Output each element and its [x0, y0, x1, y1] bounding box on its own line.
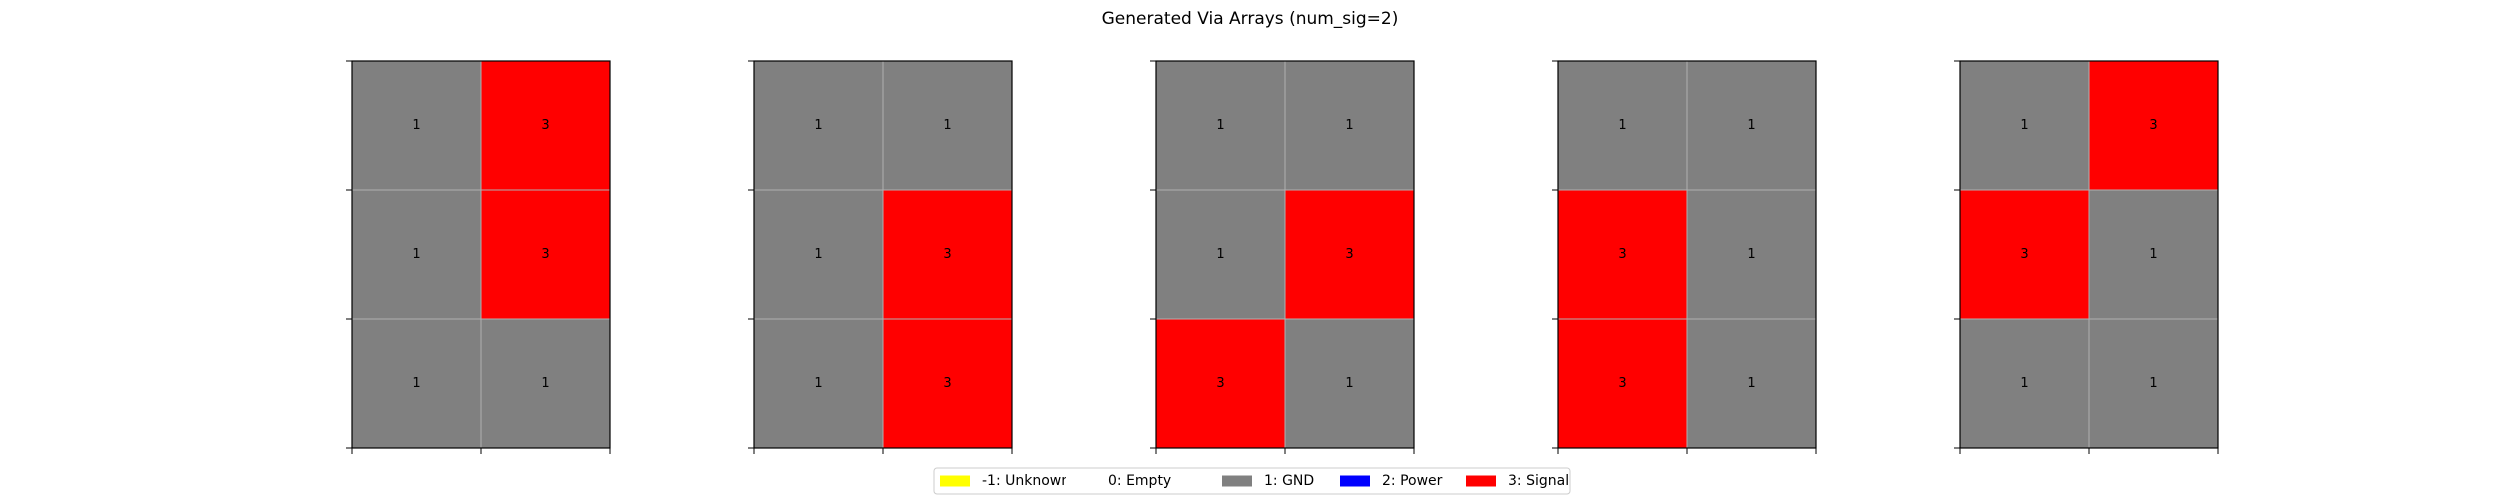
legend-label: 1: GND [1264, 473, 1314, 489]
via-array-panel-1: 1 3 1 3 1 1 [346, 60, 611, 454]
legend-entry-5: 3: Signal [1466, 473, 1569, 489]
cell-r1-c2 [1285, 61, 1414, 190]
cell-value-label: 1 [412, 247, 420, 262]
via-array-panel-4: 1 1 3 1 3 1 [1552, 60, 1817, 454]
cell-value-label: 1 [2020, 376, 2028, 391]
via-array-panel-2: 1 1 1 3 1 3 [748, 60, 1013, 454]
cell-r3-c1 [1156, 319, 1285, 448]
cell-value-label: 1 [1345, 376, 1353, 391]
cell-r3-c2 [481, 319, 610, 448]
cell-r2-c1 [1558, 190, 1687, 319]
legend: -1: Unknown 0: Empty 1: GND 2: Power 3: Sign… [933, 467, 1571, 495]
cell-value-label: 3 [943, 376, 951, 391]
cell-r2-c2 [481, 190, 610, 319]
cell-value-label: 1 [1345, 118, 1353, 133]
cell-value-label: 1 [814, 247, 822, 262]
legend-entry-3: 1: GND [1222, 473, 1314, 489]
legend-label: 3: Signal [1508, 473, 1569, 489]
cell-value-label: 3 [943, 247, 951, 262]
cell-value-label: 3 [2020, 247, 2028, 262]
cell-r2-c1 [754, 190, 883, 319]
cell-r1-c2 [481, 61, 610, 190]
legend-label: 0: Empty [1108, 473, 1171, 489]
cell-value-label: 3 [1216, 376, 1224, 391]
cell-value-label: 1 [2020, 118, 2028, 133]
cell-r1-c1 [1558, 61, 1687, 190]
cell-r3-c1 [1558, 319, 1687, 448]
cell-r1-c2 [883, 61, 1012, 190]
cell-r3-c2 [883, 319, 1012, 448]
cell-value-label: 1 [1747, 376, 1755, 391]
cell-value-label: 1 [1216, 118, 1224, 133]
legend-entry-1: -1: Unknown [940, 473, 1070, 489]
cell-r3-c2 [2089, 319, 2218, 448]
cell-r3-c2 [1687, 319, 1816, 448]
cell-value-label: 3 [1345, 247, 1353, 262]
legend-swatch [1066, 475, 1096, 487]
legend-entry-2: 0: Empty [1066, 473, 1171, 489]
cell-r2-c1 [1960, 190, 2089, 319]
cell-r2-c2 [883, 190, 1012, 319]
legend-entry-4: 2: Power [1340, 473, 1443, 489]
cell-value-label: 3 [541, 247, 549, 262]
cell-r3-c1 [754, 319, 883, 448]
cell-r1-c2 [2089, 61, 2218, 190]
cell-value-label: 1 [412, 376, 420, 391]
cell-value-label: 1 [1216, 247, 1224, 262]
cell-r2-c2 [1687, 190, 1816, 319]
cell-value-label: 1 [814, 376, 822, 391]
via-array-panel-5: 1 3 3 1 1 1 [1954, 60, 2219, 454]
legend-swatch [940, 475, 970, 487]
cell-r1-c1 [1960, 61, 2089, 190]
cell-value-label: 3 [2149, 118, 2157, 133]
cell-r1-c1 [754, 61, 883, 190]
cell-value-label: 1 [1618, 118, 1626, 133]
cell-value-label: 1 [943, 118, 951, 133]
cell-value-label: 1 [2149, 247, 2157, 262]
cell-r1-c2 [1687, 61, 1816, 190]
panels: 1 3 1 3 1 1 1 1 1 3 1 3 1 1 1 3 3 1 1 1 3 1 3 1 1 3 3 1 1 1 [346, 60, 2219, 454]
cell-value-label: 1 [1747, 118, 1755, 133]
cell-value-label: 1 [1747, 247, 1755, 262]
cell-value-label: 3 [1618, 247, 1626, 262]
cell-r1-c1 [352, 61, 481, 190]
legend-swatch [1222, 475, 1252, 487]
legend-swatch [1466, 475, 1496, 487]
cell-value-label: 3 [541, 118, 549, 133]
cell-r2-c1 [352, 190, 481, 319]
legend-label: 2: Power [1382, 473, 1443, 489]
cell-r1-c1 [1156, 61, 1285, 190]
cell-value-label: 1 [2149, 376, 2157, 391]
cell-r2-c2 [2089, 190, 2218, 319]
cell-r3-c1 [352, 319, 481, 448]
cell-r2-c1 [1156, 190, 1285, 319]
cell-value-label: 3 [1618, 376, 1626, 391]
cell-value-label: 1 [541, 376, 549, 391]
figure-title: Generated Via Arrays (num_sig=2) [1102, 9, 1399, 29]
cell-r3-c1 [1960, 319, 2089, 448]
cell-r2-c2 [1285, 190, 1414, 319]
cell-r3-c2 [1285, 319, 1414, 448]
legend-swatch [1340, 475, 1370, 487]
cell-value-label: 1 [412, 118, 420, 133]
legend-label: -1: Unknown [982, 473, 1070, 489]
cell-value-label: 1 [814, 118, 822, 133]
via-array-panel-3: 1 1 1 3 3 1 [1150, 60, 1415, 454]
